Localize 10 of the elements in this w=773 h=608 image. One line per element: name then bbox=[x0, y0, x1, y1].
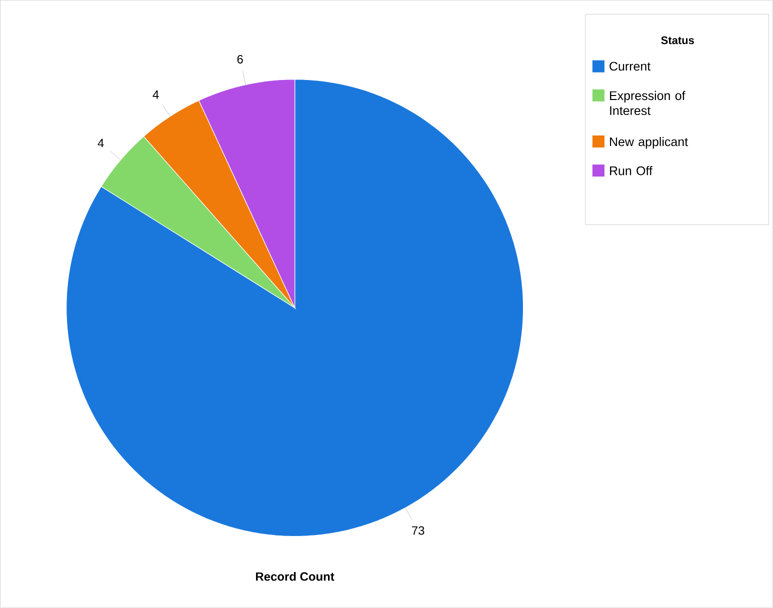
legend-label: Run Off bbox=[610, 166, 652, 176]
legend-label: New applicant bbox=[610, 137, 688, 149]
legend-label: Current bbox=[610, 62, 651, 71]
data-label: 4 bbox=[152, 90, 159, 99]
legend-title: Status bbox=[661, 36, 694, 44]
legend-label: Expression of Interest bbox=[610, 91, 686, 116]
data-label: 73 bbox=[412, 526, 424, 535]
text: Record Count bbox=[256, 572, 334, 581]
data-label: 6 bbox=[237, 55, 243, 64]
data-label: 4 bbox=[98, 139, 104, 148]
